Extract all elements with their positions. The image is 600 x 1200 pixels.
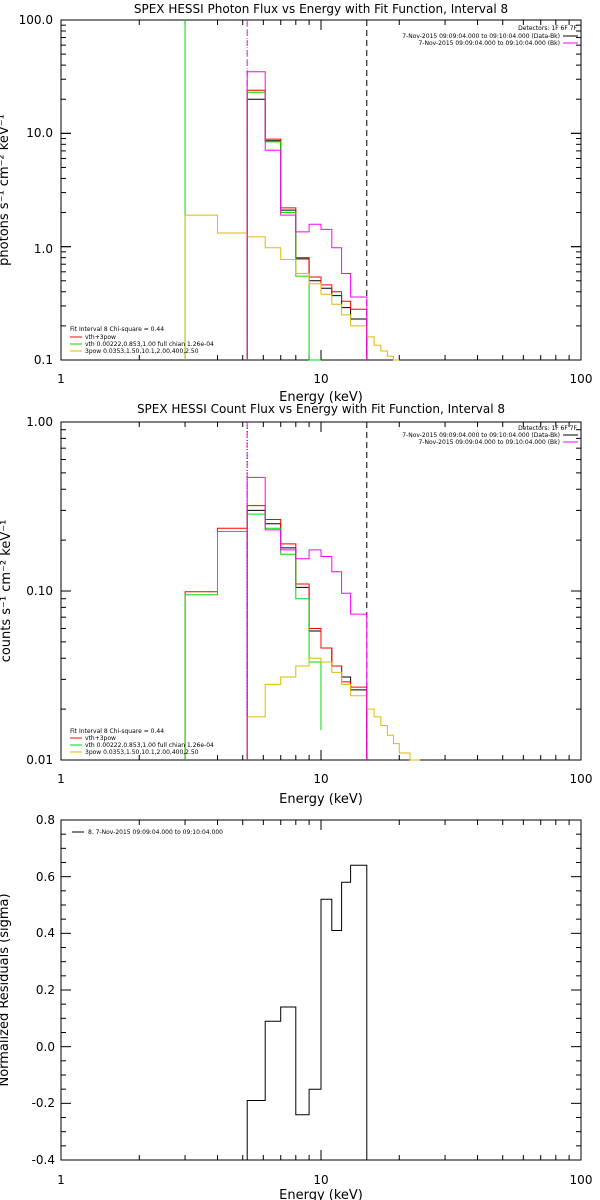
panel2-title: SPEX HESSI Count Flux vs Energy with Fit… [137,402,505,416]
panel1-plot-frame [60,19,582,361]
panel3-xtick-label: 10 [313,1173,328,1187]
panel3-xtick-label: 1 [57,1173,65,1187]
panel2-ytick-label: 1.00 [26,415,53,429]
series-line [246,509,368,760]
panel2-legend-fit: Fit Interval 8 Chi-square = 0.44 vth+3po… [70,728,214,756]
panel2-xtick-label: 100 [570,772,593,786]
panel3-ticks [60,819,582,1161]
panel3-ytick-label: 0.6 [36,870,55,884]
panel1-ticks [60,19,582,361]
panel1-fit-header: Fit Interval 8 Chi-square = 0.44 [70,326,164,333]
panel2-x-axis-label: Energy (keV) [279,792,363,807]
panel1-xtick-label: 10 [313,372,328,386]
panel3-ytick-label: 0.2 [36,983,55,997]
series-line [184,505,368,760]
series-line [184,513,322,760]
panel3-y-tick-labels: -0.4 -0.2 0.0 0.2 0.4 0.6 0.8 [32,813,55,1167]
panel-residuals: -0.4 -0.2 0.0 0.2 0.4 0.6 0.8 1 10 100 E… [0,813,592,1200]
panel1-legend-entry: vth 0.00222,0.853,1.00 full chian 1.26e-… [85,341,214,348]
series-line [184,214,400,361]
panel2-fit-header: Fit Interval 8 Chi-square = 0.44 [70,728,164,735]
panel3-ytick-label: 0.4 [36,926,55,940]
panel1-ytick-label: 100.0 [19,13,53,27]
panel1-legend-entry: 7-Nov-2015 09:09:04.000 to 09:10:04.000 … [418,40,560,47]
panel2-xtick-label: 10 [313,772,328,786]
panel2-legend-entry: 7-Nov-2015 09:09:04.000 to 09:10:04.000 … [402,432,560,439]
panel3-y-axis-label: Normalized Residuals (sigma) [0,893,12,1086]
panel3-x-axis-label: Energy (keV) [279,1188,363,1200]
panel2-legend-entry: vth 0.00222,0.853,1.00 full chian 1.26e-… [85,742,214,749]
panel1-detectors-label: Detectors: 1F 6F 7F [518,25,577,32]
series-line [246,89,368,360]
series-line [246,91,321,361]
panel1-legend-entry: 3pow 0.0353,1.50,10.1,2.00,400,2.50 [85,348,199,355]
panel1-ytick-label: 1.0 [34,242,53,256]
panel3-legend-entry: 8. 7-Nov-2015 09:09:04.000 to 09:10:04.0… [88,829,223,836]
panel1-y-tick-labels: 0.1 1.0 10.0 100.0 [19,13,53,367]
panel3-xtick-label: 100 [570,1173,593,1187]
panel1-legend-top: Detectors: 1F 6F 7F 7-Nov-2015 09:09:04.… [402,25,578,47]
series-line [246,657,420,761]
panel2-ytick-label: 0.10 [26,584,53,598]
panel2-ytick-label: 0.01 [26,753,53,767]
panel3-series [246,864,368,1160]
series-line [246,476,368,760]
panel1-reference-lines [184,20,368,360]
panel2-detectors-label: Detectors: 1F 6F 7F [518,425,577,432]
panel2-x-tick-labels: 1 10 100 [57,772,592,786]
panel-count-flux: SPEX HESSI Count Flux vs Energy with Fit… [0,402,592,807]
series-line [246,71,368,360]
series-line [246,864,368,1160]
panel1-xtick-label: 100 [570,372,593,386]
panel1-title: SPEX HESSI Photon Flux vs Energy with Fi… [134,2,508,16]
panel3-legend: 8. 7-Nov-2015 09:09:04.000 to 09:10:04.0… [72,829,223,836]
panel2-series [184,476,420,761]
panel2-legend-entry: 7-Nov-2015 09:09:04.000 to 09:10:04.000 … [418,439,560,446]
panel3-x-tick-labels: 1 10 100 [57,1173,592,1187]
panel1-xtick-label: 1 [57,372,65,386]
panel3-ytick-label: -0.2 [32,1096,55,1110]
panel1-legend-fit: Fit Interval 8 Chi-square = 0.44 vth+3po… [70,326,214,355]
panel1-ytick-label: 0.1 [34,353,53,367]
panel1-y-axis-label: photons s⁻¹ cm⁻² keV⁻¹ [0,114,12,266]
panel1-x-axis-label: Energy (keV) [279,390,363,405]
panel2-legend-entry: vth+3pow [85,735,116,742]
panel1-legend-entry: vth+3pow [85,334,116,341]
panel1-series [184,71,400,361]
panel2-legend-top: Detectors: 1F 6F 7F 7-Nov-2015 09:09:04.… [402,425,578,446]
panel3-ytick-label: 0.8 [36,813,55,827]
panel3-ytick-label: 0.0 [36,1040,55,1054]
panel1-x-tick-labels: 1 10 100 [57,372,592,386]
panel2-legend-entry: 3pow 0.0353,1.50,10.1,2.00,400,2.50 [85,749,199,756]
panel2-xtick-label: 1 [57,772,65,786]
panel-photon-flux: SPEX HESSI Photon Flux vs Energy with Fi… [0,2,592,405]
panel3-ytick-label: -0.4 [32,1153,55,1167]
panel2-y-axis-label: counts s⁻¹ cm⁻² keV⁻¹ [0,520,14,663]
series-line [246,98,368,360]
panel1-legend-entry: 7-Nov-2015 09:09:04.000 to 09:10:04.000 … [402,33,560,40]
panel2-y-tick-labels: 0.01 0.10 1.00 [26,415,53,767]
panel1-ytick-label: 10.0 [26,126,53,140]
